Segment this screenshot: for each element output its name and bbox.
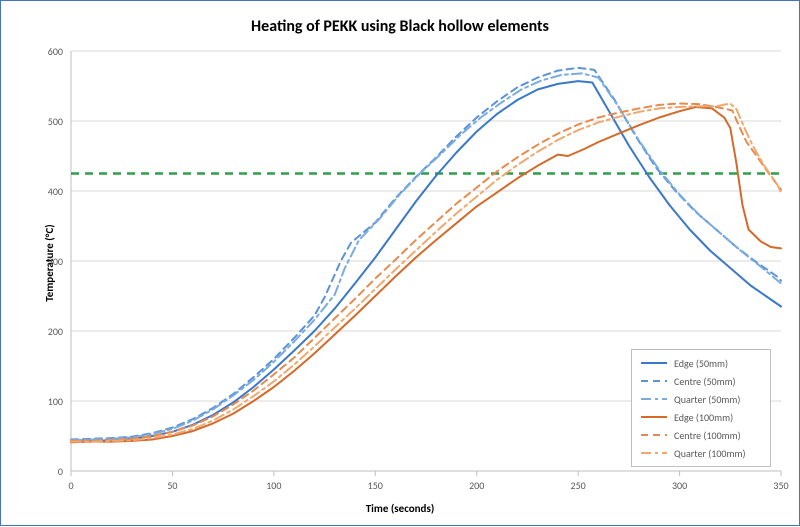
svg-text:0: 0 bbox=[58, 465, 63, 478]
svg-text:100: 100 bbox=[48, 395, 63, 408]
legend-label: Quarter (50mm) bbox=[674, 393, 740, 406]
svg-text:600: 600 bbox=[48, 45, 63, 58]
svg-text:500: 500 bbox=[48, 115, 63, 128]
svg-text:350: 350 bbox=[773, 479, 788, 492]
legend-label: Edge (50mm) bbox=[674, 357, 728, 370]
legend-label: Quarter (100mm) bbox=[674, 447, 745, 460]
legend-item: Edge (100mm) bbox=[640, 408, 762, 426]
chart-frame: { "chart": { "type": "line", "title": "H… bbox=[0, 0, 800, 526]
legend-item: Quarter (100mm) bbox=[640, 444, 762, 462]
svg-text:100: 100 bbox=[266, 479, 281, 492]
legend: Edge (50mm) Centre (50mm) Quarter (50mm) Ed… bbox=[631, 349, 771, 467]
svg-text:0: 0 bbox=[68, 479, 73, 492]
svg-text:50: 50 bbox=[167, 479, 177, 492]
legend-label: Centre (100mm) bbox=[674, 429, 741, 442]
legend-item: Centre (100mm) bbox=[640, 426, 762, 444]
svg-text:200: 200 bbox=[469, 479, 484, 492]
svg-text:200: 200 bbox=[48, 325, 63, 338]
legend-item: Centre (50mm) bbox=[640, 372, 762, 390]
svg-text:300: 300 bbox=[48, 255, 63, 268]
svg-text:400: 400 bbox=[48, 185, 63, 198]
legend-label: Edge (100mm) bbox=[674, 411, 733, 424]
svg-text:250: 250 bbox=[571, 479, 586, 492]
legend-item: Quarter (50mm) bbox=[640, 390, 762, 408]
svg-text:150: 150 bbox=[368, 479, 383, 492]
legend-label: Centre (50mm) bbox=[674, 375, 736, 388]
svg-text:300: 300 bbox=[672, 479, 687, 492]
legend-item: Edge (50mm) bbox=[640, 354, 762, 372]
